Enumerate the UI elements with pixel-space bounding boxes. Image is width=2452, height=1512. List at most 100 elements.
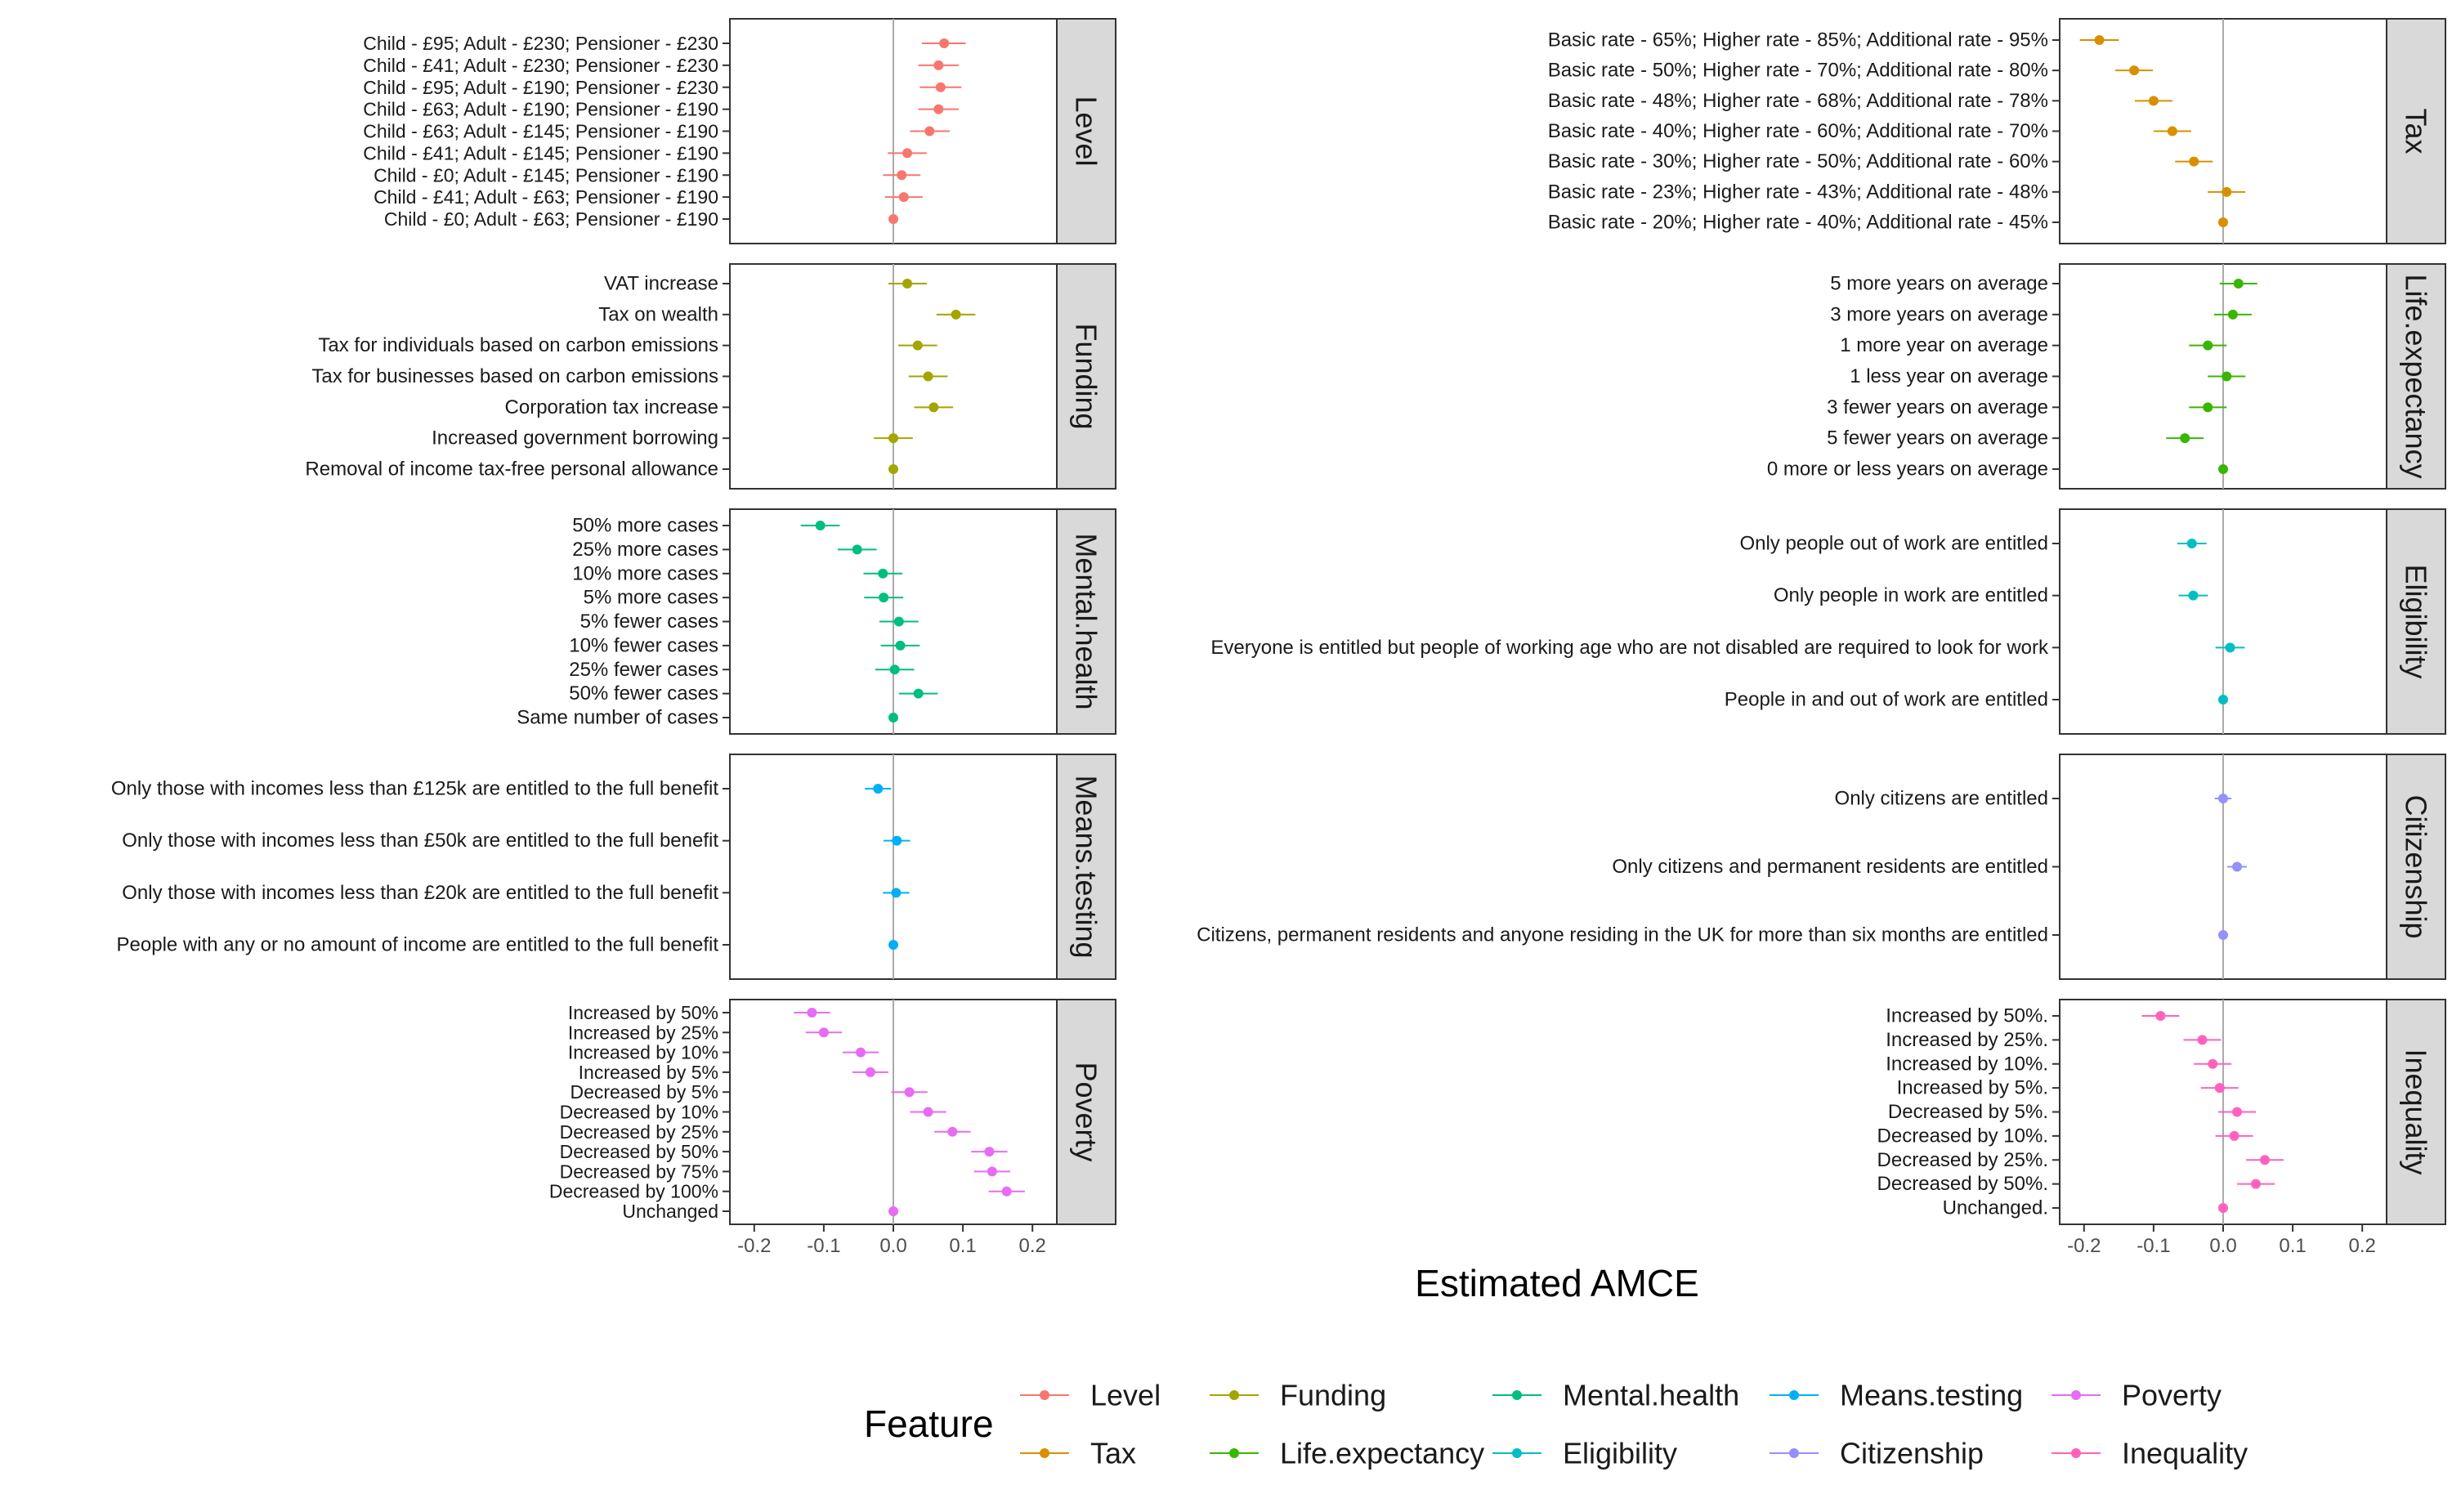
legend-label-citizenship: Citizenship [1840, 1437, 1984, 1470]
point-level [933, 104, 944, 114]
y-tick-label-level: Child - £41; Adult - £145; Pensioner - £… [363, 142, 718, 163]
y-tick-label-funding: Removal of income tax-free personal allo… [305, 459, 718, 481]
point-tax [2167, 126, 2177, 136]
y-tick-label-inequality: Unchanged. [1943, 1197, 2048, 1219]
y-tick-label-level: Child - £0; Adult - £63; Pensioner - £19… [384, 208, 718, 230]
x-axis-title: Estimated AMCE [1415, 1262, 1699, 1304]
point-inequality [2155, 1011, 2166, 1021]
strip-life-expectancy [2386, 263, 2446, 490]
point-level [888, 214, 898, 224]
point-mental-health [893, 616, 904, 627]
y-tick-label-tax: Basic rate - 40%; Higher rate - 60%; Add… [1548, 120, 2048, 142]
y-tick-label-poverty: Unchanged [622, 1201, 718, 1222]
point-life-expectancy [2233, 279, 2244, 289]
y-tick-label-tax: Basic rate - 30%; Higher rate - 50%; Add… [1548, 150, 2048, 172]
point-funding [902, 279, 913, 289]
y-tick-label-poverty: Decreased by 50% [560, 1141, 718, 1162]
point-means-testing [888, 940, 898, 950]
point-mental-health [888, 713, 898, 722]
strip-poverty [1056, 999, 1116, 1225]
y-tick-label-tax: Basic rate - 65%; Higher rate - 85%; Add… [1548, 29, 2048, 51]
point-mental-health [889, 664, 900, 675]
y-tick-label-funding: Tax for businesses based on carbon emiss… [311, 365, 718, 387]
legend-label-tax: Tax [1090, 1437, 1136, 1470]
point-mental-health [878, 568, 888, 579]
point-poverty [856, 1047, 866, 1058]
legend-key-point-means-testing [1789, 1390, 1799, 1400]
point-level [898, 192, 909, 203]
y-tick-label-citizenship: Citizens, permanent residents and anyone… [1197, 924, 2048, 946]
legend-key-point-citizenship [1789, 1448, 1799, 1458]
point-mental-health [879, 593, 889, 603]
y-tick-label-citizenship: Only citizens are entitled [1835, 788, 2048, 810]
y-tick-label-level: Child - £41; Adult - £63; Pensioner - £1… [374, 186, 718, 208]
legend-key-point-eligibility [1512, 1448, 1522, 1458]
strip-tax [2386, 18, 2446, 244]
point-means-testing [891, 888, 902, 898]
y-tick-label-life-expectancy: 5 more years on average [1830, 273, 2048, 295]
point-level [897, 170, 907, 181]
y-tick-label-life-expectancy: 1 less year on average [1850, 365, 2048, 387]
y-tick-label-citizenship: Only citizens and permanent residents ar… [1612, 856, 2048, 878]
strip-label-means-testing: Means.testing [1070, 775, 1103, 958]
point-eligibility [2225, 642, 2235, 653]
point-mental-health [913, 688, 924, 699]
strip-label-citizenship: Citizenship [2400, 794, 2433, 938]
point-life-expectancy [2222, 371, 2232, 382]
y-tick-label-level: Child - £95; Adult - £230; Pensioner - £… [363, 33, 718, 54]
point-means-testing [892, 835, 902, 846]
point-poverty [947, 1126, 958, 1137]
point-means-testing [873, 784, 884, 794]
y-tick-label-inequality: Increased by 50%. [1886, 1005, 2048, 1027]
point-poverty [987, 1166, 997, 1177]
strip-label-mental-health: Mental.health [1070, 533, 1103, 709]
strip-level [1056, 18, 1116, 244]
y-tick-label-level: Child - £95; Adult - £190; Pensioner - £… [363, 77, 718, 98]
legend-label-mental-health: Mental.health [1563, 1379, 1739, 1412]
point-inequality [2232, 1107, 2243, 1117]
point-mental-health [895, 640, 906, 651]
legend-key-point-mental-health [1512, 1390, 1522, 1400]
y-tick-label-poverty: Increased by 10% [568, 1042, 718, 1063]
y-tick-label-inequality: Decreased by 25%. [1877, 1149, 2048, 1171]
point-poverty [984, 1147, 995, 1157]
point-tax [2189, 156, 2199, 167]
y-tick-label-life-expectancy: 5 fewer years on average [1827, 427, 2048, 450]
point-poverty [888, 1206, 898, 1216]
x-tick-label-2: 0.2 [2349, 1235, 2376, 1257]
point-poverty [1001, 1186, 1012, 1197]
y-tick-label-poverty: Decreased by 100% [549, 1181, 718, 1202]
point-life-expectancy [2218, 464, 2228, 474]
y-tick-label-funding: Tax on wealth [598, 303, 718, 325]
point-inequality [2208, 1058, 2218, 1069]
y-tick-label-mental-health: 25% fewer cases [569, 659, 718, 681]
legend-label-life-expectancy: Life.expectancy [1280, 1437, 1484, 1470]
y-tick-label-poverty: Increased by 50% [568, 1002, 718, 1023]
point-level [939, 38, 950, 48]
y-tick-label-poverty: Decreased by 75% [560, 1161, 718, 1182]
strip-label-level: Level [1070, 96, 1103, 166]
point-level [902, 148, 913, 159]
point-poverty [865, 1067, 875, 1077]
y-tick-label-inequality: Decreased by 10%. [1877, 1125, 2048, 1147]
strip-inequality [2386, 999, 2446, 1225]
point-poverty [923, 1107, 933, 1117]
y-tick-label-poverty: Increased by 25% [568, 1022, 718, 1043]
point-eligibility [2218, 695, 2228, 705]
point-funding [951, 309, 961, 320]
y-tick-label-means-testing: Only those with incomes less than £50k a… [122, 830, 718, 852]
point-tax [2094, 35, 2105, 45]
x-tick-label-2: 0.0 [2209, 1235, 2236, 1257]
strip-mental-health [1056, 508, 1116, 735]
point-poverty [904, 1087, 915, 1098]
y-tick-label-means-testing: Only those with incomes less than £20k a… [122, 882, 718, 904]
point-mental-health [852, 544, 862, 555]
point-citizenship [2232, 861, 2243, 872]
y-tick-label-eligibility: People in and out of work are entitled [1725, 689, 2048, 711]
point-level [935, 82, 946, 92]
y-tick-label-level: Child - £63; Adult - £145; Pensioner - £… [363, 121, 718, 142]
y-tick-label-life-expectancy: 3 more years on average [1830, 303, 2048, 325]
point-inequality [2214, 1083, 2225, 1094]
y-tick-label-poverty: Decreased by 5% [570, 1081, 718, 1103]
